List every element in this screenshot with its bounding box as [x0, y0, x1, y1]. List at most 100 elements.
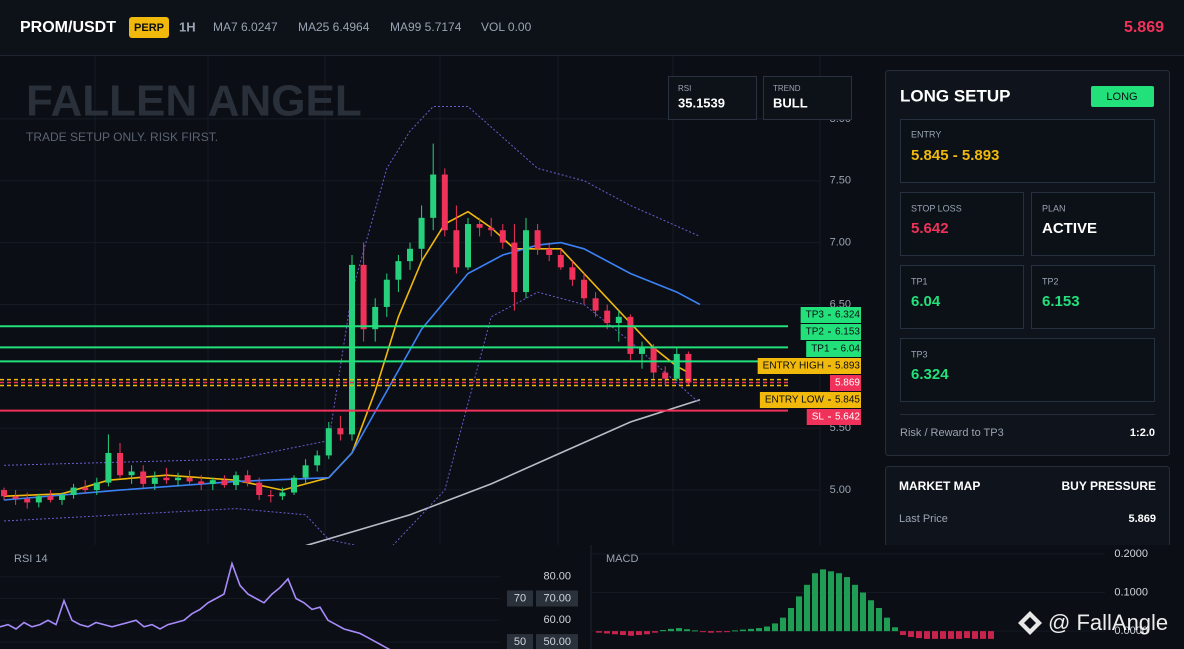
macd-bar — [820, 569, 826, 632]
candle-body — [592, 298, 599, 311]
macd-bar — [868, 600, 874, 632]
candle-body — [267, 495, 274, 497]
level-label: 6.324 TP3 — [800, 307, 861, 323]
sl-label: STOP LOSS — [911, 203, 962, 213]
macd-bar — [740, 629, 746, 632]
stat: MA7 6.0247 — [213, 20, 278, 34]
macd-bar — [900, 631, 906, 636]
macd-bar — [948, 631, 954, 639]
rsi-tick-label: 60.00 — [543, 614, 571, 626]
rsi-plot — [0, 560, 500, 649]
rsi-tick-label: 70.00 — [543, 592, 571, 604]
tp2-value: 6.153 — [1042, 293, 1080, 310]
sl-box — [900, 192, 1024, 256]
level-label-bg — [757, 358, 861, 374]
market-map: MARKET MAP BUY PRESSURE Last Price 5.869 — [885, 466, 1170, 567]
candle-body — [499, 230, 506, 243]
macd-bar — [708, 631, 714, 633]
entry-label: ENTRY — [911, 129, 941, 139]
level-value: 5.869 — [835, 378, 860, 389]
candle-body — [650, 347, 657, 373]
candle-body — [59, 495, 65, 500]
stat: MA99 5.7174 — [390, 20, 462, 34]
rsi-tick-box — [536, 634, 578, 649]
candle-body — [117, 452, 123, 476]
macd-bar — [652, 631, 658, 633]
rsi-tick-label: 50.00 — [543, 636, 571, 648]
candle-body — [105, 452, 112, 483]
macd-bar — [860, 592, 866, 632]
candle-body — [569, 267, 576, 280]
macd-bar — [892, 627, 898, 632]
candle-body — [186, 477, 193, 482]
candle-body — [418, 217, 425, 249]
macd-bar — [596, 631, 602, 633]
macd-bar — [668, 628, 674, 632]
candle-body — [314, 455, 321, 466]
candle-body — [685, 353, 692, 383]
macd-bar — [956, 631, 962, 639]
tp2-label: TP2 — [1042, 276, 1059, 286]
candle-body — [1, 490, 7, 497]
macd-bar — [940, 631, 946, 639]
macd-bar — [828, 571, 834, 632]
candle-body — [221, 480, 228, 486]
macd-title: MACD — [606, 553, 638, 565]
timeframe[interactable]: 1H — [179, 19, 196, 34]
macd-bar — [876, 607, 882, 632]
plan-label: PLAN — [1042, 203, 1066, 213]
symbol: PROM/USDT — [20, 19, 116, 36]
candle-body — [546, 248, 553, 255]
macd-bar — [852, 584, 858, 632]
tp3-box — [900, 338, 1155, 402]
footer-watermark: @ FallAngle — [1018, 610, 1168, 635]
long-badge — [1091, 86, 1154, 107]
candle-body — [395, 261, 402, 280]
market-row-label: Last Price — [899, 513, 948, 525]
entry-value: 5.845 - 5.893 — [911, 147, 999, 164]
watermark-subtitle: TRADE SETUP ONLY. RISK FIRST. — [26, 130, 218, 144]
candle-body — [279, 492, 286, 497]
candle-body — [673, 353, 680, 379]
level-value: 6.04 — [841, 344, 861, 355]
sl-value: 5.642 — [911, 220, 949, 237]
candle-body — [140, 471, 147, 484]
candle-body — [93, 482, 100, 491]
level-label: 5.845 ENTRY LOW — [759, 392, 861, 408]
tp1-box — [900, 265, 1024, 329]
candle-body — [24, 498, 31, 503]
macd-bar — [788, 607, 794, 632]
overlay-line — [3, 241, 701, 501]
y-tick-label: 5.00 — [830, 484, 851, 496]
level-name: TP3 — [806, 310, 825, 321]
level-name: TP1 — [811, 344, 830, 355]
candle-body — [349, 264, 355, 435]
macd-bar — [772, 623, 778, 632]
macd-bar — [924, 631, 930, 639]
candle-body — [627, 316, 634, 354]
candle-body — [35, 496, 42, 503]
macd-bar — [692, 630, 698, 632]
candle-body — [453, 230, 460, 268]
last-price: 5.869 — [1124, 19, 1164, 36]
stat: MA25 6.4964 — [298, 20, 370, 34]
rsi-level-box — [507, 590, 533, 607]
tp3-label: TP3 — [911, 349, 928, 359]
rsi-title: RSI 14 — [14, 553, 48, 565]
candle-body — [175, 477, 181, 481]
macd-bar — [676, 628, 682, 632]
macd-bar — [700, 631, 706, 633]
top-bar — [0, 0, 1184, 55]
macd-bar — [684, 629, 690, 632]
candle-body — [465, 224, 471, 268]
watermark-title: FALLEN ANGEL — [26, 77, 362, 126]
macd-bar — [612, 631, 618, 635]
perp-badge-text: PERP — [134, 22, 164, 34]
level-value: 5.893 — [835, 361, 860, 372]
macd-bar — [756, 628, 762, 632]
candle-body — [430, 174, 437, 218]
rsi-box — [668, 76, 757, 120]
macd-bar — [780, 617, 786, 632]
entry-box — [900, 119, 1155, 183]
